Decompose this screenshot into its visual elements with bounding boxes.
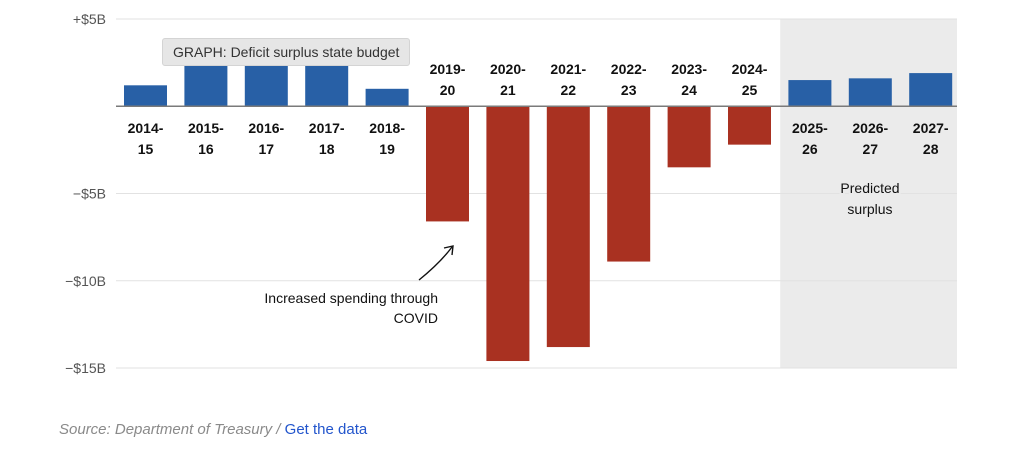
x-tick-label-line2: 17 bbox=[259, 141, 275, 157]
x-tick-label-line2: 25 bbox=[742, 82, 758, 98]
x-tick-label-line1: 2024- bbox=[732, 61, 768, 77]
annotation-arrowhead bbox=[443, 245, 454, 256]
x-tick-label-line1: 2022- bbox=[611, 61, 647, 77]
x-tick-label-line1: 2020- bbox=[490, 61, 526, 77]
annotation-text-line1: Increased spending through bbox=[264, 290, 438, 306]
deficit-bar bbox=[486, 106, 530, 362]
x-tick-label-line2: 22 bbox=[561, 82, 577, 98]
surplus-bar bbox=[124, 85, 167, 107]
x-tick-label-line1: 2018- bbox=[369, 120, 405, 136]
y-tick-label: −$15B bbox=[65, 360, 106, 376]
x-tick-label-line2: 21 bbox=[500, 82, 516, 98]
shaded-region-label-line2: surplus bbox=[847, 201, 892, 217]
source-text: Source: Department of Treasury / bbox=[59, 421, 281, 438]
x-tick-label-line2: 18 bbox=[319, 141, 335, 157]
surplus-bar bbox=[909, 73, 953, 107]
surplus-bar bbox=[788, 80, 832, 107]
deficit-bar bbox=[426, 106, 469, 222]
x-tick-label-line1: 2014- bbox=[128, 120, 164, 136]
x-tick-label-line1: 2026- bbox=[852, 120, 888, 136]
shaded-region-label-line1: Predicted bbox=[840, 180, 899, 196]
x-tick-label-line1: 2025- bbox=[792, 120, 828, 136]
annotation-arrow bbox=[418, 246, 453, 281]
y-tick-label: +$5B bbox=[73, 11, 106, 27]
source-footer: Source: Department of Treasury / Get the… bbox=[59, 421, 367, 438]
x-tick-label-line1: 2017- bbox=[309, 120, 345, 136]
surplus-bar bbox=[848, 78, 892, 107]
deficit-bar bbox=[546, 106, 590, 348]
x-tick-label-line1: 2021- bbox=[550, 61, 586, 77]
x-tick-label-line2: 16 bbox=[198, 141, 214, 157]
x-tick-label-line2: 23 bbox=[621, 82, 637, 98]
x-tick-label-line1: 2027- bbox=[913, 120, 949, 136]
deficit-bar bbox=[667, 106, 711, 168]
x-tick-label-line1: 2019- bbox=[430, 61, 466, 77]
x-tick-label-line2: 19 bbox=[379, 141, 395, 157]
x-tick-label-line1: 2016- bbox=[248, 120, 284, 136]
x-tick-label-line2: 15 bbox=[138, 141, 154, 157]
chart-tooltip: GRAPH: Deficit surplus state budget bbox=[162, 38, 411, 66]
get-the-data-link[interactable]: Get the data bbox=[284, 421, 368, 438]
deficit-bar bbox=[728, 106, 771, 145]
x-tick-label-line2: 20 bbox=[440, 82, 456, 98]
x-tick-label-line1: 2015- bbox=[188, 120, 224, 136]
x-tick-label-line1: 2023- bbox=[671, 61, 707, 77]
surplus-bar bbox=[365, 88, 409, 107]
annotation-text-line2: COVID bbox=[394, 310, 438, 326]
x-tick-label-line2: 28 bbox=[923, 141, 939, 157]
x-tick-label-line2: 24 bbox=[681, 82, 697, 98]
x-tick-label-line2: 27 bbox=[863, 141, 879, 157]
y-tick-label: −$10B bbox=[65, 273, 106, 289]
x-tick-label-line2: 26 bbox=[802, 141, 818, 157]
deficit-bar bbox=[607, 106, 651, 262]
y-tick-label: −$5B bbox=[73, 186, 106, 202]
